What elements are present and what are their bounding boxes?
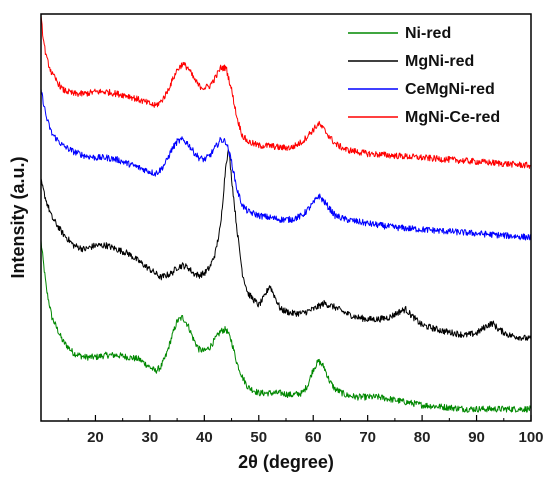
series-line-cemgni-red xyxy=(40,88,532,241)
x-tick-label-40: 40 xyxy=(196,429,213,446)
series-line-ni-red xyxy=(40,240,532,413)
x-axis-title: 2θ (degree) xyxy=(238,452,334,472)
y-axis-title: Intensity (a.u.) xyxy=(8,156,28,278)
x-tick-marks xyxy=(67,415,532,421)
x-tick-label-20: 20 xyxy=(87,429,104,446)
legend: Ni-red MgNi-red CeMgNi-red MgNi-Ce-red xyxy=(348,25,500,126)
x-tick-label-30: 30 xyxy=(142,429,159,446)
x-tick-label-70: 70 xyxy=(359,429,376,446)
x-tick-label-60: 60 xyxy=(305,429,322,446)
x-tick-labels: 20 30 40 50 60 70 80 90 100 xyxy=(87,429,543,446)
axis-layer: 20 30 40 50 60 70 80 90 100 xyxy=(40,13,544,446)
x-tick-label-90: 90 xyxy=(468,429,485,446)
legend-label-mgni-red: MgNi-red xyxy=(405,53,474,70)
legend-label-ni-red: Ni-red xyxy=(405,25,451,42)
series-line-mgni-red xyxy=(40,149,532,341)
legend-label-mgni-ce-red: MgNi-Ce-red xyxy=(405,109,500,126)
x-tick-label-50: 50 xyxy=(250,429,267,446)
x-tick-label-100: 100 xyxy=(518,429,543,446)
series-line-mgni-ce-red xyxy=(40,15,532,169)
legend-label-cemgni-red: CeMgNi-red xyxy=(405,81,495,98)
series-layer xyxy=(40,15,532,413)
x-tick-label-80: 80 xyxy=(414,429,431,446)
